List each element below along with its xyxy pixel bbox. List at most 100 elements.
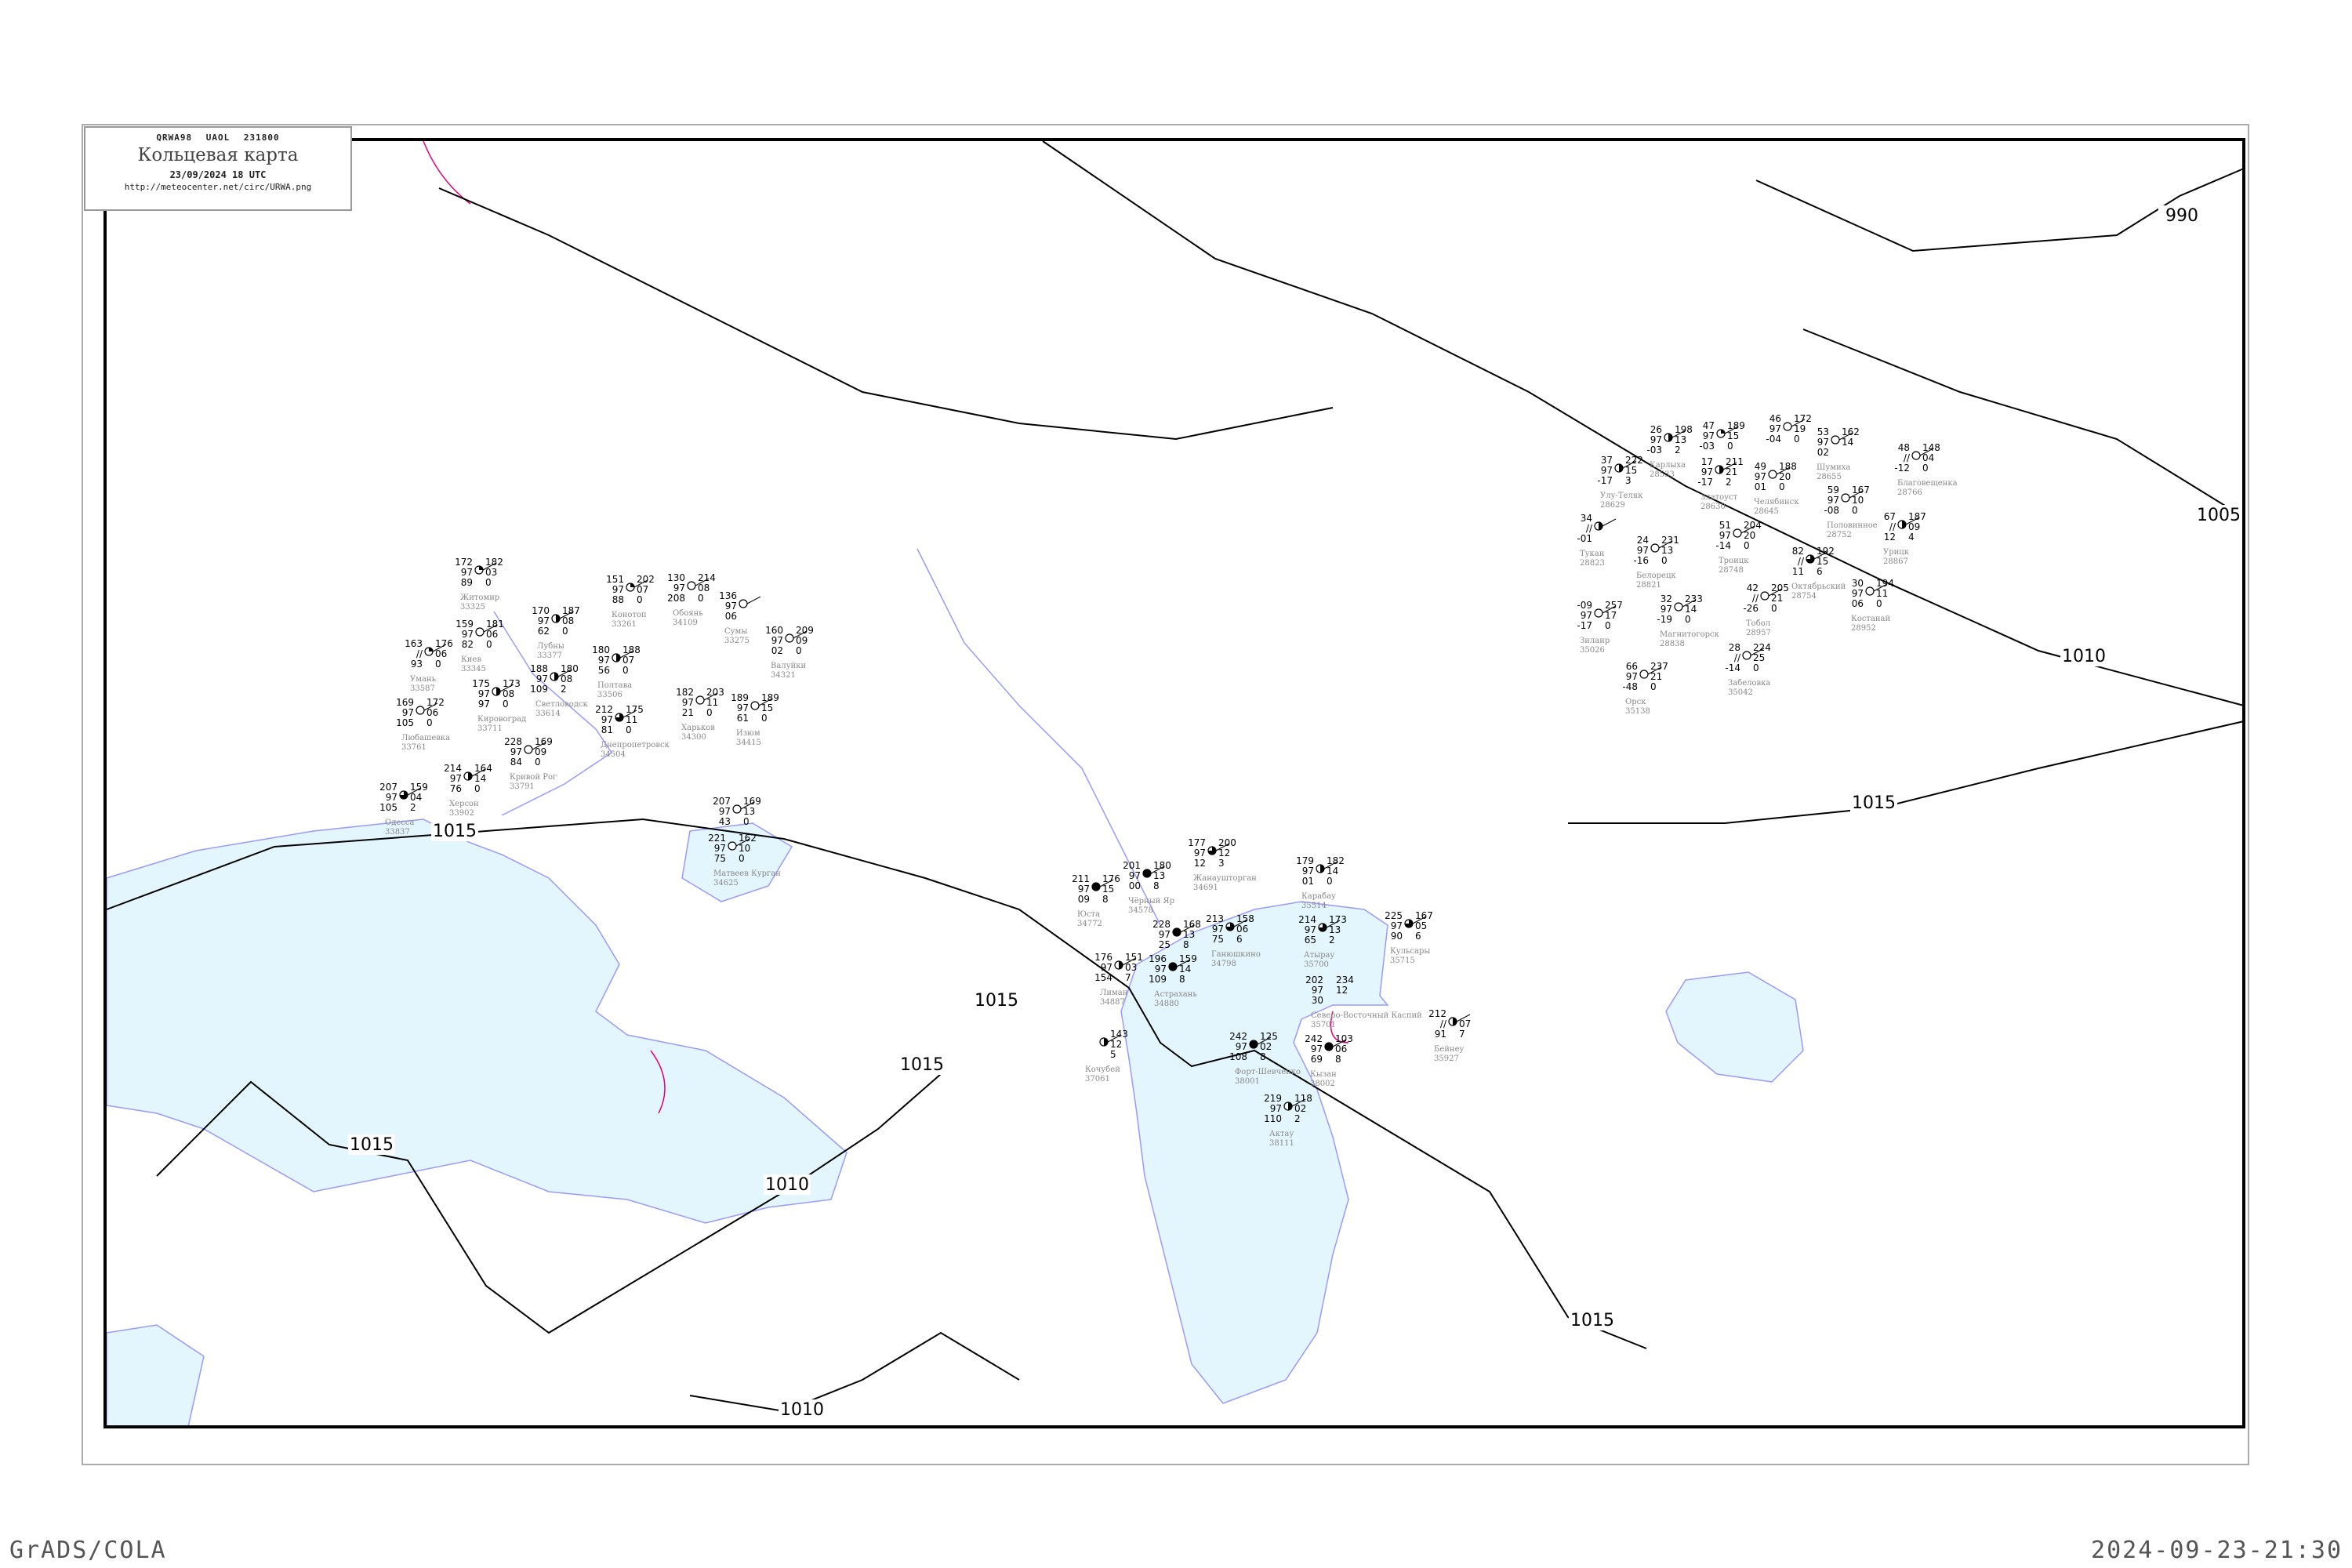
cloud-cover-icon [1674,602,1683,612]
station-right-value: 180 [1153,860,1171,871]
station-name: Лиман [1100,989,1128,997]
caspian-sea [1120,901,1389,1404]
station-left-value: 97 [612,584,624,595]
cloud-cover-fill [429,648,433,652]
station-right-value: 6 [1236,934,1243,945]
station-right-value: 04 [410,792,422,803]
station-left-value: 24 [1637,535,1649,546]
station-left-value: 108 [1229,1051,1247,1062]
station-left-value: 97 [673,583,685,593]
station-right-value: 0 [761,713,768,724]
cloud-cover-fill [479,566,483,570]
station-right-value: 192 [1817,546,1835,557]
isobar-line [1042,140,2245,706]
source-url[interactable]: http://meteocenter.net/circ/URWA.png [124,182,312,192]
station-left-value: 105 [379,802,397,813]
isobar-label-group: 1015 [1850,793,1897,813]
cloud-cover-icon [1911,451,1921,460]
station-left-value: 97 [725,601,737,612]
isobar-label: 1015 [1852,793,1896,813]
station-right-value: 2 [561,684,567,695]
station-right-value: 204 [1744,520,1762,531]
station-right-value: 03 [485,567,497,578]
station-right-value: 0 [435,659,441,670]
station-right-value: 7 [1125,972,1131,983]
station-right-value: 188 [1779,461,1797,472]
station-right-value: 198 [1675,424,1693,435]
station-name: Валуйки [771,662,806,670]
station-right-value: 222 [1625,455,1643,466]
station-right-value: 08 [503,688,514,699]
cloud-cover-icon [1639,670,1649,679]
cloud-cover-icon [416,706,425,715]
station-name: Херсон [449,800,479,808]
station-right-value: 13 [1153,870,1165,881]
station-right-value: 209 [796,625,814,636]
station-name: Зилаир [1580,637,1610,645]
cloud-cover-fill [1405,920,1413,927]
station-right-value: 168 [1183,919,1201,930]
station-right-value: 167 [1852,485,1870,495]
station-left-value: 97 [1302,866,1314,877]
sea-of-azov [681,822,793,902]
station-left-value: 97 [1601,465,1613,476]
